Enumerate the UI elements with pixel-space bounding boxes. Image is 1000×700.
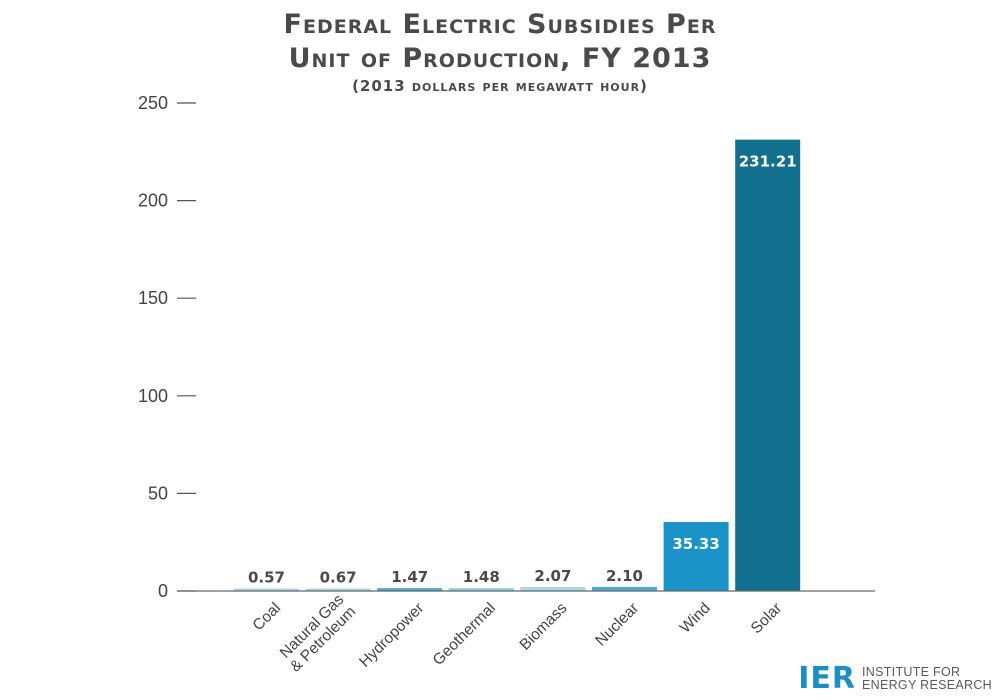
x-category-label: Geothermal bbox=[430, 600, 499, 669]
bar-value-label: 2.07 bbox=[534, 567, 571, 585]
logo-text-line-1: INSTITUTE FOR bbox=[862, 665, 961, 679]
y-tick-label: 0 bbox=[158, 581, 168, 601]
bar bbox=[592, 586, 657, 591]
bar-value-label: 0.67 bbox=[320, 569, 357, 587]
y-tick-label: 100 bbox=[138, 386, 168, 406]
bar bbox=[520, 586, 586, 591]
logo-text: INSTITUTE FOR ENERGY RESEARCH bbox=[862, 666, 992, 692]
bar-value-label: 0.57 bbox=[248, 569, 285, 587]
x-category-label: Natural Gas& Petroleum bbox=[275, 591, 360, 676]
y-tick-label: 150 bbox=[138, 288, 168, 308]
chart-subtitle: (2013 dollars per megawatt hour) bbox=[352, 77, 648, 95]
bar-value-label: 2.10 bbox=[606, 567, 643, 585]
bar-value-label: 35.33 bbox=[672, 535, 719, 553]
y-axis: 0 50 100 150 200 250 bbox=[138, 93, 196, 601]
x-category-label: Hydropower bbox=[356, 600, 427, 671]
y-tick-label: 200 bbox=[138, 191, 168, 211]
y-tick-label: 250 bbox=[138, 93, 168, 113]
x-category-label: Wind bbox=[677, 600, 714, 637]
ier-logo: IER INSTITUTE FOR ENERGY RESEARCH bbox=[798, 664, 992, 694]
x-category-label: Coal bbox=[250, 600, 285, 635]
logo-mark: IER bbox=[798, 661, 856, 696]
bar bbox=[305, 588, 371, 591]
bar-value-label: 1.47 bbox=[391, 568, 428, 586]
x-category-label: Biomass bbox=[517, 599, 571, 653]
x-category-label: Nuclear bbox=[592, 600, 642, 650]
bar bbox=[663, 522, 729, 591]
bar bbox=[448, 588, 514, 591]
y-tick-label: 50 bbox=[148, 483, 168, 503]
chart-title-block: Federal Electric Subsidies Per Unit of P… bbox=[0, 8, 1000, 96]
bar-value-label: 231.21 bbox=[739, 153, 797, 171]
bar bbox=[735, 139, 801, 591]
x-category-label: Solar bbox=[748, 600, 786, 638]
chart-title-line-1: Federal Electric Subsidies Per bbox=[283, 9, 717, 40]
logo-text-line-2: ENERGY RESEARCH bbox=[862, 678, 992, 692]
bar bbox=[234, 588, 299, 591]
bar bbox=[377, 588, 443, 591]
chart-title-line-2: Unit of Production, FY 2013 bbox=[288, 43, 712, 74]
bar-value-label: 1.48 bbox=[463, 568, 500, 586]
bars-group: 0.57 0.67 1.47 1.48 2.07 2.10 35.33 231.21 bbox=[234, 139, 801, 591]
